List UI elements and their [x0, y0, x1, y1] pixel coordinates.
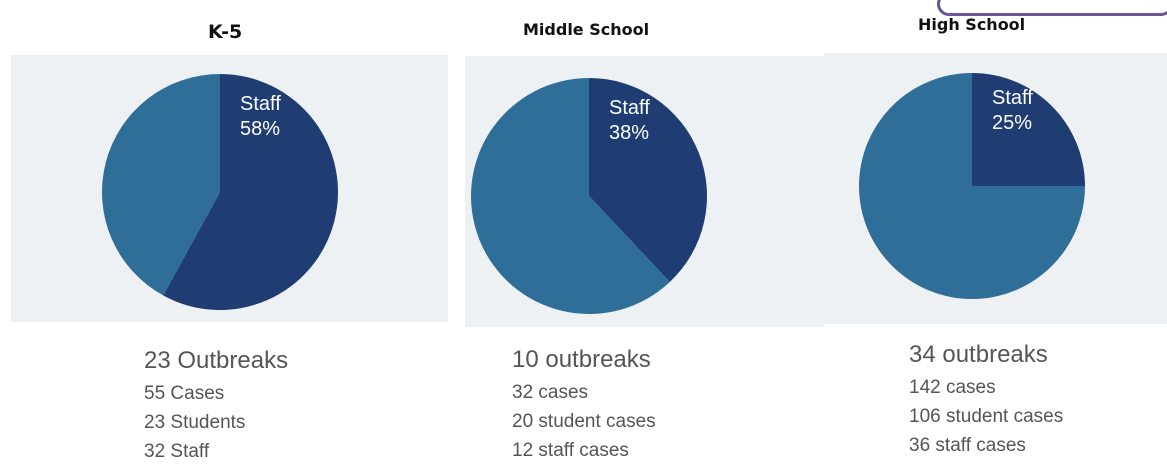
- stats-line: 36 staff cases: [909, 435, 1026, 456]
- stats-line: 106 student cases: [909, 406, 1064, 427]
- pie-slice-middle-school-staff: [589, 78, 708, 283]
- stats-k5: 23 Outbreaks 55 Cases 23 Students 32 Sta…: [144, 347, 288, 466]
- pie-slice-k5-students: [102, 74, 220, 296]
- stats-headline: 23 Outbreaks: [144, 347, 289, 374]
- stats-headline: 10 outbreaks: [512, 346, 651, 373]
- stats-line: 32 Staff: [144, 441, 210, 462]
- chart-title-middle-school: Middle School: [523, 20, 650, 39]
- stats-middle-school: 10 outbreaks 32 cases 20 student cases 1…: [512, 346, 656, 465]
- pie-label-middle-school-staff: Staff: [609, 97, 650, 119]
- pie-slice-high-school-staff: [972, 73, 1085, 186]
- stats-line: 55 Cases: [144, 383, 225, 404]
- corner-tab: [937, 0, 1167, 16]
- stats-headline: 34 outbreaks: [909, 341, 1048, 368]
- pie-percent-high-school-staff: 25%: [992, 112, 1032, 134]
- pie-slice-middle-school-students: [471, 78, 670, 314]
- stats-line: 12 staff cases: [512, 440, 629, 461]
- pie-percent-k5-staff: 58%: [240, 118, 280, 140]
- pie-label-k5-staff: Staff: [240, 93, 281, 115]
- pie-label-high-school-staff: Staff: [992, 87, 1033, 109]
- chart-title-k5: K-5: [208, 21, 243, 43]
- chart-title-high-school: High School: [918, 15, 1026, 34]
- pie-slice-high-school-students: [859, 73, 1085, 299]
- stats-high-school: 34 outbreaks 142 cases 106 student cases…: [909, 341, 1063, 460]
- stats-line: 142 cases: [909, 377, 996, 398]
- stats-line: 23 Students: [144, 412, 246, 433]
- pie-percent-middle-school-staff: 38%: [609, 122, 649, 144]
- pie-slice-k5-staff: [163, 74, 339, 310]
- stats-line: 32 cases: [512, 382, 589, 403]
- stats-line: 20 student cases: [512, 411, 656, 432]
